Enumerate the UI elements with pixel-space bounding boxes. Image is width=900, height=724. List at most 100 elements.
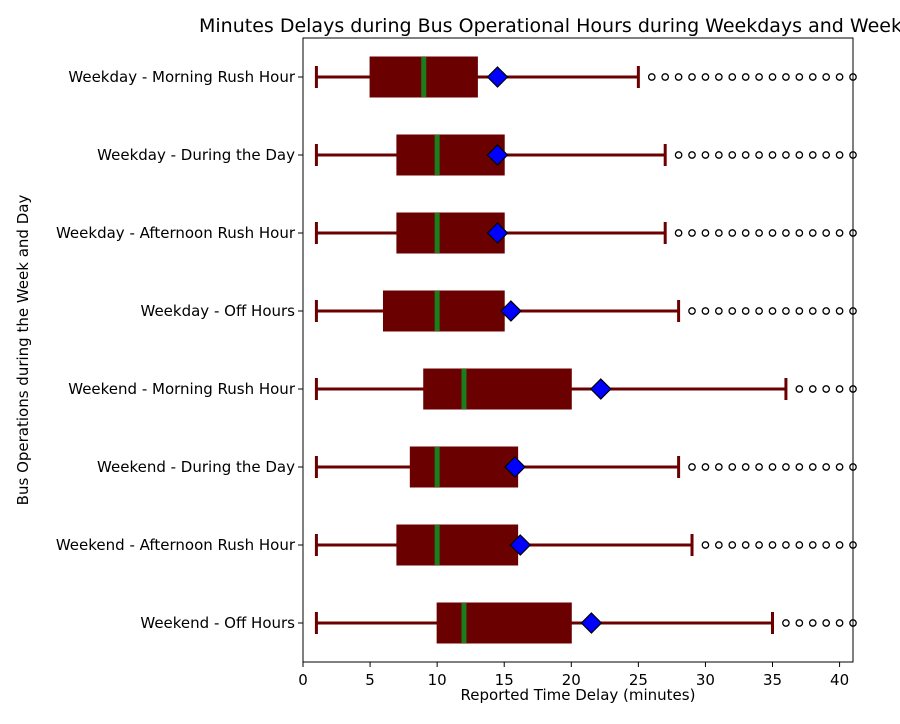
outlier-point [782, 151, 790, 159]
x-axis-label: Reported Time Delay (minutes) [461, 686, 696, 704]
outlier-point [755, 151, 763, 159]
outlier-point [768, 463, 777, 471]
x-tick-label: 15 [495, 671, 514, 689]
y-tick-label: Weekday - During the Day [97, 146, 295, 164]
outlier-point [741, 229, 750, 237]
y-tick-label: Weekday - Off Hours [141, 302, 296, 320]
outlier-point [808, 151, 817, 159]
outlier-point [688, 229, 696, 237]
outlier-point [835, 619, 844, 627]
outlier-point [808, 73, 817, 81]
y-tick-label: Weekday - Morning Rush Hour [68, 68, 295, 86]
axes: 0 5 10 15 20 25 30 35 40 Weekday - Morning Rush H… [56, 37, 854, 689]
y-tick-label: Weekend - Afternoon Rush Hour [56, 536, 296, 554]
outlier-point [808, 229, 817, 237]
outlier-point [715, 229, 723, 237]
outlier-point [715, 463, 723, 471]
mean-marker [500, 300, 522, 322]
outlier-point [741, 463, 750, 471]
outlier-point [835, 73, 844, 81]
outlier-point [835, 229, 844, 237]
outlier-point [688, 151, 696, 159]
outlier-point [822, 619, 831, 627]
outlier-point [782, 463, 790, 471]
y-tick-label: Weekend - During the Day [97, 458, 295, 476]
outlier-point [795, 73, 804, 81]
outlier-point [688, 73, 696, 81]
x-tick-label: 35 [763, 671, 782, 689]
mean-marker [509, 534, 532, 556]
outlier-point [715, 151, 723, 159]
outlier-point [674, 151, 683, 159]
mean-marker [580, 612, 603, 634]
outlier-point [822, 73, 831, 81]
outlier-point [701, 73, 710, 81]
outlier-point [795, 385, 804, 393]
box-group [314, 134, 857, 176]
outlier-point [822, 229, 831, 237]
mean-marker [504, 456, 526, 478]
outlier-point [701, 463, 710, 471]
outlier-point [822, 385, 831, 393]
outlier-point [701, 541, 710, 549]
outlier-point [647, 73, 656, 81]
mean-marker [486, 66, 509, 88]
outlier-point [674, 229, 683, 237]
outlier-point [674, 73, 683, 81]
outlier-point [768, 151, 777, 159]
x-tick-label: 40 [830, 671, 849, 689]
outlier-point [782, 307, 790, 315]
outlier-point [755, 463, 763, 471]
outlier-point [728, 151, 737, 159]
outlier-point [741, 307, 750, 315]
outlier-point [808, 385, 817, 393]
outlier-point [701, 229, 710, 237]
outlier-point [768, 307, 777, 315]
outlier-point [808, 307, 817, 315]
iqr-box [382, 290, 505, 332]
outlier-point [795, 541, 804, 549]
plot-area [314, 56, 857, 644]
iqr-box [409, 446, 519, 488]
outlier-point [688, 307, 696, 315]
y-axis-label: Bus Operations during the Week and Day [14, 195, 32, 506]
outlier-point [795, 463, 804, 471]
box-group [314, 524, 857, 566]
outlier-point [688, 463, 696, 471]
plot-frame [302, 37, 854, 663]
outlier-point [701, 307, 710, 315]
y-tick-label: Weekend - Off Hours [140, 614, 295, 632]
outlier-point [728, 541, 737, 549]
outlier-point [768, 229, 777, 237]
outlier-point [755, 541, 763, 549]
outlier-point [728, 307, 737, 315]
outlier-point [822, 541, 831, 549]
outlier-point [741, 73, 750, 81]
x-tick-label: 0 [298, 671, 308, 689]
outlier-point [661, 73, 670, 81]
outlier-point [835, 541, 844, 549]
outlier-point [782, 73, 790, 81]
outlier-point [835, 151, 844, 159]
mean-marker [486, 222, 509, 244]
x-tick-label: 20 [562, 671, 581, 689]
outlier-point [782, 541, 790, 549]
outlier-point [755, 229, 763, 237]
iqr-box [436, 602, 572, 644]
outlier-point [822, 307, 831, 315]
box-group [314, 212, 857, 254]
outlier-point [755, 307, 763, 315]
outlier-point [808, 541, 817, 549]
box-group [314, 368, 857, 410]
outlier-point [741, 541, 750, 549]
outlier-point [808, 619, 817, 627]
outlier-point [808, 463, 817, 471]
box-group [314, 446, 857, 488]
outlier-point [728, 463, 737, 471]
outlier-point [835, 385, 844, 393]
outlier-point [755, 73, 763, 81]
x-tick-label: 5 [365, 671, 375, 689]
outlier-point [795, 229, 804, 237]
